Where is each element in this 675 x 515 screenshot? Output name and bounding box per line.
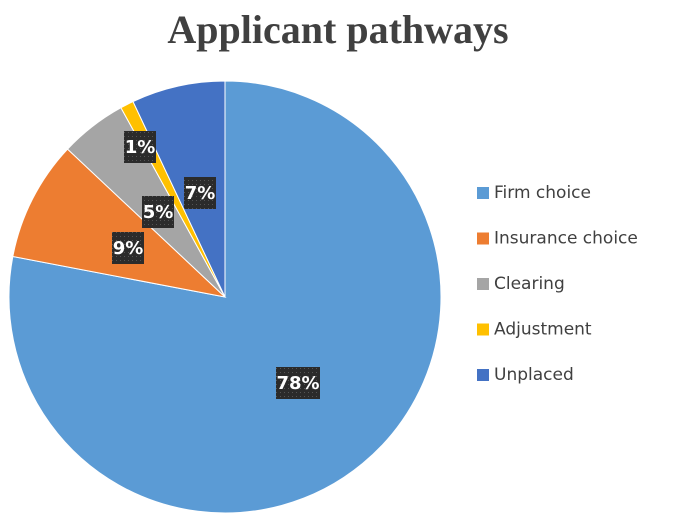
data-label: 1%: [125, 137, 156, 158]
legend-swatch: [477, 323, 489, 336]
legend-label: Adjustment: [494, 320, 592, 340]
legend-swatch: [477, 278, 489, 290]
legend-label: Clearing: [494, 274, 565, 294]
data-label-box: [124, 131, 156, 163]
data-label-box: [112, 232, 144, 264]
data-label: 7%: [185, 183, 216, 204]
legend-box: [465, 165, 670, 395]
legend-swatch: [477, 232, 489, 245]
legend-swatch: [477, 369, 489, 381]
data-label: 5%: [143, 202, 174, 223]
pie-slice: [12, 148, 227, 298]
legend-label: Insurance choice: [494, 229, 638, 249]
legend-label: Unplaced: [494, 365, 574, 385]
data-label: 78%: [276, 373, 319, 394]
legend-label: Firm choice: [494, 183, 591, 203]
data-label: 9%: [113, 238, 144, 259]
legend-swatch: [477, 187, 489, 199]
pie-slice: [132, 80, 226, 298]
data-label-box: [276, 367, 320, 399]
data-label-box: [142, 196, 174, 228]
data-label-box: [184, 177, 216, 209]
chart-title: Applicant pathways: [167, 7, 508, 52]
